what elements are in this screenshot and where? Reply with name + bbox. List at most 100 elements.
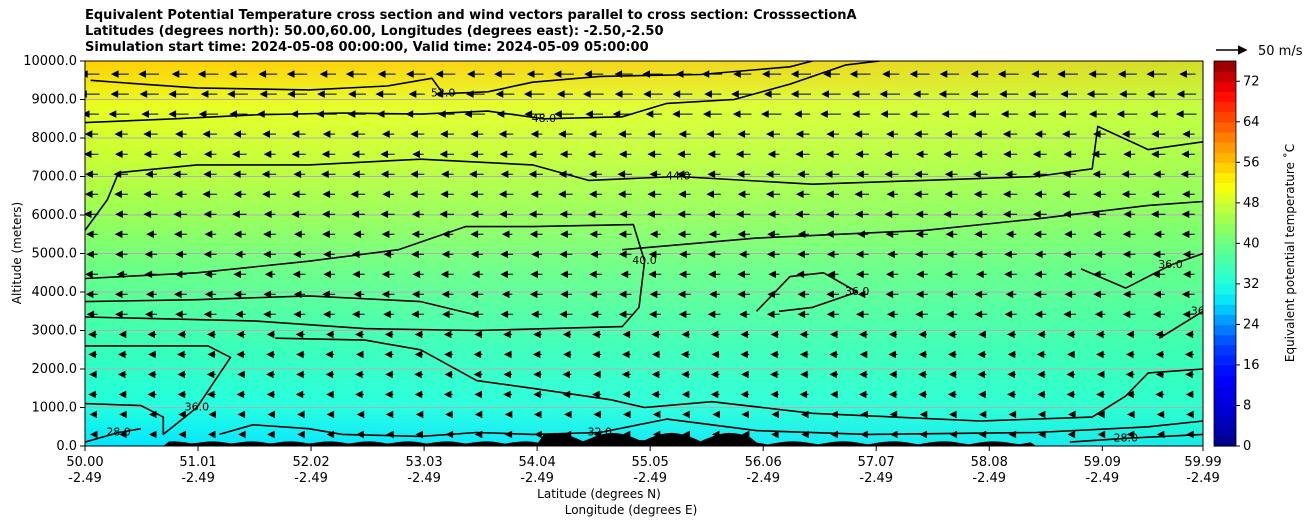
wind-vector [795,130,810,138]
colorbar-band [1214,121,1236,133]
wind-vector [471,270,483,279]
wind-vector [1093,290,1106,299]
wind-vector [1182,310,1195,319]
wind-vector [1063,150,1076,159]
wind-vector [710,330,720,339]
wind-vector [1008,410,1017,419]
wind-vector [918,390,927,399]
wind-vector [918,350,927,359]
wind-vector [915,310,928,319]
wind-vector [441,170,454,179]
wind-vector [970,90,989,98]
wind-vector [1146,70,1167,78]
wind-vector [855,310,869,319]
wind-vector [1037,410,1046,419]
x-axis-label-2: Longitude (degrees E) [565,503,698,517]
wind-vector [263,230,276,239]
wind-vector [85,150,99,159]
wind-vector [1067,430,1076,439]
wind-vector [948,370,957,379]
wind-vector [621,350,631,359]
wind-vector [558,130,573,138]
contour-line [85,223,646,332]
wind-vector [295,330,305,339]
wind-vector [203,310,217,319]
wind-vector [266,390,275,399]
wind-vector [587,210,603,219]
colorbar-band [1214,223,1236,234]
wind-vector [262,130,276,138]
wind-vector [204,270,217,279]
wind-vector [85,70,100,78]
title-line-1: Equivalent Potential Temperature cross s… [85,8,857,23]
wind-vector [1152,310,1165,319]
wind-vector [383,310,394,319]
wind-vector [376,110,396,118]
wind-vector [470,230,484,239]
x-tick-lon: -2.49 [181,471,215,486]
wind-vector [1004,270,1017,279]
wind-vector [622,410,631,419]
wind-vector [860,410,868,419]
colorbar-tick-label: 16 [1243,358,1260,373]
wind-vector [1002,190,1018,199]
wind-vector [534,430,542,439]
wind-vector [678,270,691,279]
wind-vector [1096,390,1105,399]
wind-vector [767,150,780,159]
wind-vector [354,330,364,339]
wind-vector [731,90,752,98]
wind-vector [1091,150,1107,159]
contour-line [85,125,1203,231]
wind-vector [443,330,453,339]
wind-vector [702,110,722,118]
wind-vector [1066,350,1075,359]
wind-vector [1182,250,1195,259]
wind-vector [1155,370,1164,379]
wind-vector [884,210,899,219]
wind-vector [177,390,186,399]
wind-vector [294,230,305,239]
contour-line [755,272,858,313]
wind-vector [649,170,661,179]
wind-vector [229,110,248,118]
wind-vector [939,70,960,78]
wind-vector [89,430,98,439]
x-tick-lon: -2.49 [972,471,1006,486]
wind-vector [355,350,364,359]
colorbar-band [1214,385,1236,396]
wind-vector [470,190,484,199]
colorbar-tick-label: 8 [1243,398,1251,413]
wind-vector [1118,70,1137,78]
wind-vector [172,170,188,179]
wind-vector [559,210,573,219]
wind-vector [858,330,868,339]
wind-vector [1125,350,1135,359]
wind-vector [1036,350,1046,359]
wind-vector [1175,110,1197,118]
wind-vector [1003,150,1018,159]
wind-vector [732,110,752,118]
x-tick-lat: 51.01 [179,455,216,470]
wind-vector [1094,250,1106,259]
wind-vector [414,390,423,399]
wind-vector [1124,270,1135,279]
wind-vector [735,150,751,159]
colorbar-band [1214,375,1236,386]
wind-vector [882,70,900,78]
wind-vector [533,370,542,379]
wind-vector [1032,150,1047,159]
wind-vector [114,290,128,299]
colorbar: 0 8 16 24 32 40 48 56 64 72 [1213,60,1260,454]
wind-vector [826,250,839,259]
wind-vector [206,330,216,339]
wind-vector [880,110,900,118]
wind-vector [647,210,662,219]
wind-vector [943,150,958,159]
contour-line [85,345,232,436]
x-axis: 50.00-2.4951.01-2.4952.02-2.4953.03-2.49… [66,446,1222,486]
wind-vector [736,170,751,179]
wind-vector [913,190,929,199]
wind-vector [912,90,929,98]
wind-vector [978,410,987,419]
